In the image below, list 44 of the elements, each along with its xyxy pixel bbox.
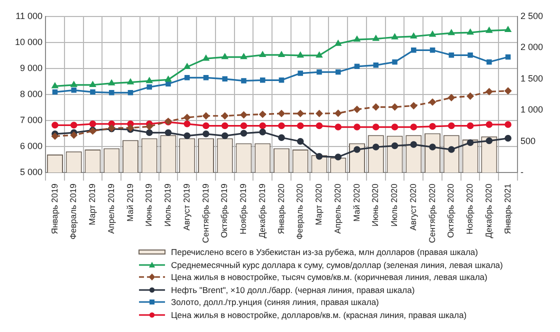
x-tick-label: Июль 2020 [389, 183, 400, 227]
x-tick-label: Март 2019 [87, 183, 98, 226]
x-tick-label: Ноябрь 2019 [238, 183, 248, 234]
x-tick-label: Январь 2021 [502, 183, 512, 234]
x-tick-label: Июль 2019 [162, 183, 173, 227]
x-tick-label: Апрель 2019 [106, 183, 116, 234]
x-tick-label: Сентябрь 2020 [426, 183, 437, 244]
legend-label: Среднемесячный курс доллара к суму, сумов/доллар (зеленая линия, левая шкала) [171, 258, 503, 271]
x-tick-label: Март 2020 [314, 183, 324, 226]
x-tick-label: Декабрь 2020 [484, 183, 494, 238]
y-tick-label: 7 000 [20, 115, 43, 126]
x-tick-label: Ноябрь 2020 [464, 183, 475, 234]
x-tick-label: Май 2020 [351, 183, 362, 222]
y-tick-label: 11 000 [16, 10, 43, 21]
y2-tick-label: 2 500 [520, 10, 544, 21]
x-tick-label: Август 2019 [181, 183, 192, 231]
y2-tick-label: 1 000 [520, 104, 544, 115]
y2-tick-label: 1 500 [520, 73, 544, 84]
x-tick-label: Февраль 2019 [68, 183, 78, 240]
x-tick-label: Июнь 2020 [370, 183, 380, 227]
x-tick-label: Январь 2020 [276, 183, 286, 234]
legend-label: Цена жилья в новостройке, долларов/кв.м. (красная линия, правая шкала) [171, 308, 467, 321]
y-tick-label: 8 000 [20, 89, 43, 100]
x-tick-label: Май 2019 [124, 183, 135, 222]
y-tick-label: 10 000 [14, 36, 43, 47]
x-tick-label: Апрель 2020 [332, 183, 342, 234]
y2-tick-label: - [520, 167, 524, 178]
y2-tick-label: 500 [520, 136, 536, 146]
x-tick-label: Октябрь 2019 [219, 183, 230, 238]
legend-label: Перечислено всего в Узбекистан из-за рубежа, млн долларов (правая шкала) [171, 246, 478, 258]
y-tick-label: 5 000 [20, 167, 43, 178]
x-tick-label: Август 2020 [408, 183, 418, 231]
legend-label: Золото, долл./тр.унция (синяя линия, правая шкала) [171, 296, 379, 308]
y-tick-label: 9 000 [20, 62, 43, 73]
x-tick-label: Октябрь 2020 [446, 183, 456, 238]
x-tick-label: Сентябрь 2019 [200, 183, 210, 244]
y-tick-label: 6 000 [20, 141, 43, 152]
x-tick-label: Декабрь 2019 [256, 183, 267, 238]
x-tick-label: Январь 2019 [49, 183, 60, 234]
legend-label: Нефть "Brent", ×10 долл./барр. (черная линия, правая шкала) [171, 284, 415, 296]
x-tick-label: Февраль 2020 [294, 183, 305, 240]
legend-label: Цена жилья в новостройке, тысяч сумов/кв.м. (коричневая линия, левая шкала) [171, 271, 488, 284]
x-tick-label: Июнь 2019 [144, 183, 154, 227]
y2-tick-label: 2 000 [520, 42, 544, 52]
